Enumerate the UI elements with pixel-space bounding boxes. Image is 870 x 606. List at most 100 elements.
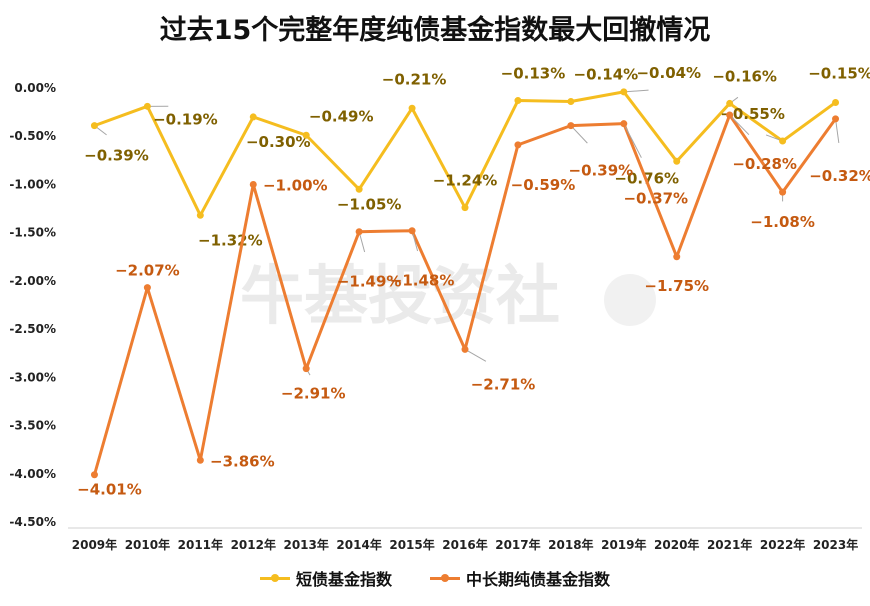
legend-label-short-bond: 短债基金指数 bbox=[295, 570, 392, 589]
watermark-logo-icon bbox=[604, 274, 656, 326]
data-point bbox=[779, 188, 787, 196]
data-label: −0.28% bbox=[732, 155, 797, 173]
data-point bbox=[461, 204, 469, 212]
label-leader-line bbox=[623, 123, 642, 158]
data-label: −1.00% bbox=[263, 176, 328, 194]
data-point bbox=[620, 120, 628, 128]
data-point bbox=[196, 456, 204, 464]
data-point bbox=[832, 98, 840, 106]
x-tick-label: 2023年 bbox=[813, 537, 858, 552]
legend-swatch-mid-long-bond bbox=[430, 572, 460, 584]
data-point bbox=[514, 97, 522, 105]
data-label: −0.49% bbox=[309, 107, 374, 125]
y-tick-label: -3.00% bbox=[9, 370, 56, 384]
y-tick-label: -2.50% bbox=[9, 322, 56, 336]
data-point bbox=[673, 253, 681, 261]
data-point bbox=[408, 227, 416, 235]
data-point bbox=[832, 115, 840, 123]
data-label: −2.71% bbox=[471, 375, 536, 393]
x-tick-label: 2016年 bbox=[442, 537, 487, 552]
data-label: −0.16% bbox=[712, 67, 777, 85]
data-label: −0.14% bbox=[574, 66, 639, 84]
x-tick-label: 2013年 bbox=[283, 537, 328, 552]
data-label: −2.91% bbox=[281, 385, 346, 403]
data-label: −1.32% bbox=[198, 231, 263, 249]
x-tick-label: 2020年 bbox=[654, 537, 699, 552]
data-label: −0.59% bbox=[511, 176, 576, 194]
data-label: −1.48% bbox=[390, 272, 455, 290]
data-label: −0.13% bbox=[501, 65, 566, 83]
legend-item-mid-long-bond[interactable]: 中长期纯债基金指数 bbox=[430, 566, 610, 590]
legend-item-short-bond[interactable]: 短债基金指数 bbox=[259, 566, 392, 590]
x-tick-label: 2022年 bbox=[760, 537, 805, 552]
label-leader-line bbox=[835, 118, 840, 144]
x-tick-label: 2014年 bbox=[336, 537, 381, 552]
data-label: −0.39% bbox=[569, 162, 634, 180]
y-tick-label: 0.00% bbox=[14, 81, 56, 95]
data-label: −1.49% bbox=[337, 273, 402, 291]
data-label: −1.75% bbox=[644, 277, 709, 295]
x-tick-label: 2010年 bbox=[125, 537, 170, 552]
data-label: −2.07% bbox=[115, 262, 180, 280]
data-label: −1.24% bbox=[433, 172, 498, 190]
data-point bbox=[514, 141, 522, 149]
data-point bbox=[620, 88, 628, 96]
data-point bbox=[726, 99, 734, 107]
data-label: −0.04% bbox=[636, 64, 701, 82]
data-point bbox=[302, 131, 310, 139]
data-point bbox=[249, 113, 257, 121]
label-leader-line bbox=[623, 89, 649, 93]
data-label: −0.19% bbox=[153, 110, 218, 128]
data-point bbox=[302, 365, 310, 373]
data-label: −0.37% bbox=[623, 190, 688, 208]
data-point bbox=[196, 211, 204, 219]
data-label: −3.86% bbox=[210, 452, 275, 470]
x-tick-label: 2021年 bbox=[707, 537, 752, 552]
data-label: −4.01% bbox=[77, 481, 142, 499]
data-point bbox=[90, 122, 98, 130]
legend-swatch-short-bond bbox=[259, 572, 290, 584]
data-point bbox=[567, 98, 575, 106]
data-label: −1.08% bbox=[750, 213, 815, 231]
data-label: −1.05% bbox=[337, 195, 402, 213]
x-tick-label: 2015年 bbox=[389, 537, 434, 552]
y-tick-label: -4.50% bbox=[9, 515, 56, 529]
y-tick-label: -1.50% bbox=[9, 226, 56, 240]
data-point bbox=[249, 180, 257, 188]
y-tick-label: -0.50% bbox=[9, 129, 56, 143]
data-point bbox=[143, 284, 151, 292]
y-tick-label: -4.00% bbox=[9, 467, 56, 481]
x-tick-label: 2017年 bbox=[495, 537, 540, 552]
x-tick-label: 2012年 bbox=[231, 537, 276, 552]
data-point bbox=[355, 185, 363, 193]
data-label: −0.30% bbox=[246, 133, 311, 151]
legend-label-mid-long-bond: 中长期纯债基金指数 bbox=[466, 570, 611, 589]
data-point bbox=[408, 104, 416, 112]
y-tick-label: -1.00% bbox=[9, 177, 56, 191]
label-leader-line bbox=[729, 114, 750, 136]
legend: 短债基金指数 中长期纯债基金指数 bbox=[0, 566, 870, 590]
data-point bbox=[355, 228, 363, 236]
data-label: −0.39% bbox=[84, 147, 149, 165]
data-point bbox=[90, 471, 98, 479]
x-tick-label: 2011年 bbox=[178, 537, 223, 552]
x-tick-label: 2018年 bbox=[548, 537, 593, 552]
label-leader-line bbox=[464, 348, 487, 362]
label-leader-line bbox=[570, 125, 588, 144]
data-label: −0.32% bbox=[809, 167, 870, 185]
data-label: −0.21% bbox=[382, 70, 447, 88]
chart-title: 过去15个完整年度纯债基金指数最大回撤情况 bbox=[159, 15, 711, 46]
data-point bbox=[567, 122, 575, 130]
y-tick-label: -3.50% bbox=[9, 419, 56, 433]
data-point bbox=[143, 102, 151, 110]
x-tick-label: 2019年 bbox=[601, 537, 646, 552]
data-point bbox=[779, 137, 787, 145]
x-tick-label: 2009年 bbox=[72, 537, 117, 552]
data-label: −0.55% bbox=[720, 105, 785, 123]
data-point bbox=[461, 345, 469, 353]
data-label: −0.15% bbox=[808, 64, 870, 82]
y-tick-label: -2.00% bbox=[9, 274, 56, 288]
data-point bbox=[673, 157, 681, 165]
data-point bbox=[726, 111, 734, 119]
